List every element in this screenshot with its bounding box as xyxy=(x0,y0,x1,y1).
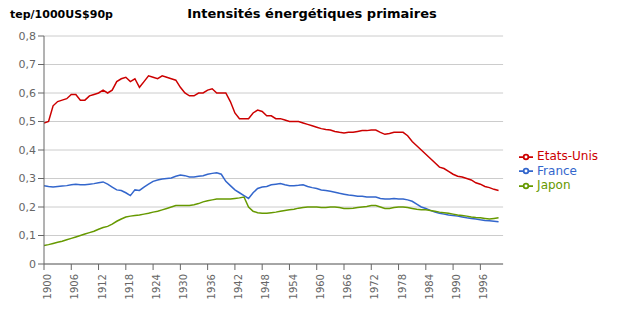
svg-text:0,3: 0,3 xyxy=(19,172,37,185)
html-text:Intensités énergétiques primai: Intensités énergétiques primaires xyxy=(187,6,437,21)
svg-text:1978: 1978 xyxy=(397,274,408,299)
svg-text:0,2: 0,2 xyxy=(19,201,37,214)
svg-text:0,6: 0,6 xyxy=(19,87,37,100)
svg-text:1948: 1948 xyxy=(260,274,271,299)
svg-text:0,5: 0,5 xyxy=(19,115,37,128)
svg-text:1918: 1918 xyxy=(124,274,135,299)
svg-text:1960: 1960 xyxy=(315,274,326,299)
svg-text:1900: 1900 xyxy=(42,274,53,299)
svg-text:1942: 1942 xyxy=(233,274,244,299)
svg-text:1972: 1972 xyxy=(369,274,380,299)
svg-text:1996: 1996 xyxy=(478,274,489,299)
html-text:France: France xyxy=(537,163,577,178)
svg-text:0,1: 0,1 xyxy=(19,229,37,242)
svg-text:1984: 1984 xyxy=(424,274,435,299)
svg-text:1930: 1930 xyxy=(178,274,189,299)
svg-text:1966: 1966 xyxy=(342,274,353,299)
svg-text:1924: 1924 xyxy=(151,274,162,299)
svg-text:0,8: 0,8 xyxy=(19,30,37,43)
svg-text:1936: 1936 xyxy=(206,274,217,299)
svg-text:1954: 1954 xyxy=(288,274,299,299)
svg-text:1990: 1990 xyxy=(451,274,462,299)
svg-text:0: 0 xyxy=(29,258,36,271)
svg-text:0,7: 0,7 xyxy=(19,58,37,71)
html-text:Etats-Unis: Etats-Unis xyxy=(537,149,598,164)
html-text:tep/1000US$90p: tep/1000US$90p xyxy=(10,8,113,21)
svg-text:1906: 1906 xyxy=(69,274,80,299)
svg-text:1912: 1912 xyxy=(97,274,108,299)
svg-text:0,4: 0,4 xyxy=(19,144,37,157)
html-text:Japon: Japon xyxy=(537,178,571,193)
